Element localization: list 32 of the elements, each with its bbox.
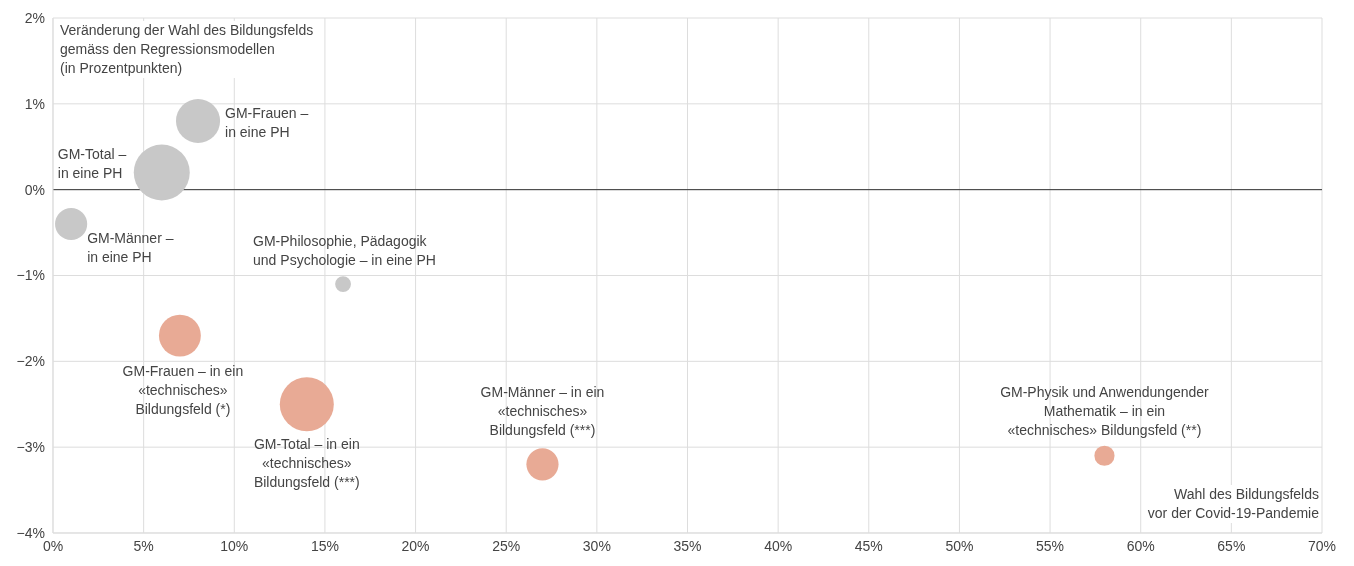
annotation: GM-Männer – in eine PH <box>87 230 174 265</box>
y-tick-label: 0% <box>24 181 45 198</box>
x-tick-label: 5% <box>133 537 154 554</box>
y-tick-label: −1% <box>16 267 45 284</box>
x-tick-label: 20% <box>401 537 430 554</box>
x-tick-label: 60% <box>1126 537 1155 554</box>
x-tick-label: 25% <box>492 537 521 554</box>
annotation: GM-Total – in eine PH <box>57 145 127 181</box>
x-tick-label: 65% <box>1217 537 1246 554</box>
x-tick-label: 15% <box>310 537 339 554</box>
y-tick-label: 2% <box>24 9 45 26</box>
y-axis-title: Veränderung der Wahl des Bildungsfelds gemäss den Regressionsmodellen (in Prozentpunkten) <box>60 21 314 78</box>
y-tick-label: −4% <box>16 524 45 541</box>
annotation: GM-Physik und Anwendungender Mathematik – in ein «technisches» Bildungsfeld (**) <box>1000 383 1210 438</box>
x-tick-label: 35% <box>673 537 702 554</box>
x-tick-label: 40% <box>764 537 793 554</box>
x-tick-label: 10% <box>220 537 249 554</box>
annotation: GM-Männer – in ein «technisches» Bildungsfeld (***) <box>480 384 605 439</box>
x-axis-title: Wahl des Bildungsfelds vor der Covid-19-Pandemie <box>1147 485 1319 523</box>
y-tick-label: 1% <box>24 95 45 112</box>
annotation: GM-Philosophie, Pädagogik und Psychologie – in eine PH <box>253 233 436 269</box>
y-tick-label: −3% <box>16 439 45 456</box>
x-tick-label: 50% <box>945 537 974 554</box>
x-tick-label: 30% <box>582 537 611 554</box>
annotation: GM-Total – in ein «technisches» Bildungsfeld (***) <box>253 436 360 491</box>
annotation: GM-Frauen – in eine PH <box>225 105 309 140</box>
x-tick-label: 55% <box>1036 537 1065 554</box>
x-tick-label: 70% <box>1307 537 1337 554</box>
x-tick-label: 0% <box>42 537 64 554</box>
y-tick-label: −2% <box>16 353 45 370</box>
x-tick-label: 45% <box>854 537 883 554</box>
annotation: GM-Frauen – in ein «technisches» Bildungsfeld (*) <box>122 362 244 417</box>
